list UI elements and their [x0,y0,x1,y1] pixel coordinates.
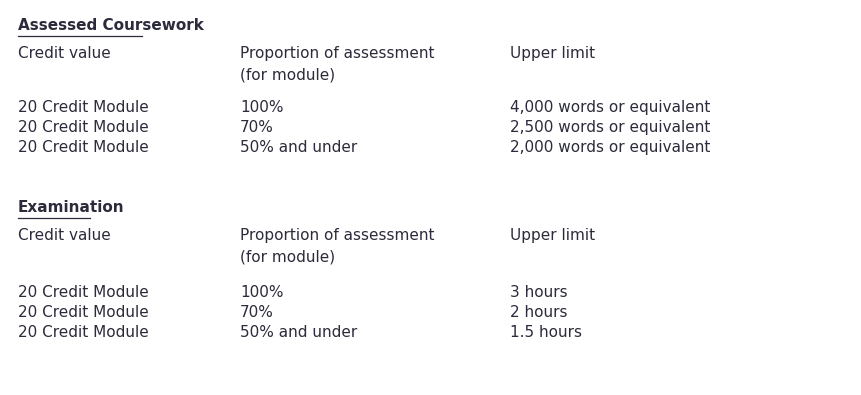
Text: 2,000 words or equivalent: 2,000 words or equivalent [510,140,710,155]
Text: Assessed Coursework: Assessed Coursework [18,18,204,33]
Text: 100%: 100% [240,285,283,300]
Text: Proportion of assessment
(for module): Proportion of assessment (for module) [240,46,435,82]
Text: 70%: 70% [240,120,274,135]
Text: 20 Credit Module: 20 Credit Module [18,285,149,300]
Text: 2 hours: 2 hours [510,305,567,320]
Text: 50% and under: 50% and under [240,140,357,155]
Text: 70%: 70% [240,305,274,320]
Text: Examination: Examination [18,200,125,215]
Text: Credit value: Credit value [18,46,111,61]
Text: 20 Credit Module: 20 Credit Module [18,325,149,340]
Text: 20 Credit Module: 20 Credit Module [18,100,149,115]
Text: Proportion of assessment
(for module): Proportion of assessment (for module) [240,228,435,264]
Text: 1.5 hours: 1.5 hours [510,325,582,340]
Text: 20 Credit Module: 20 Credit Module [18,120,149,135]
Text: 3 hours: 3 hours [510,285,567,300]
Text: 20 Credit Module: 20 Credit Module [18,305,149,320]
Text: 50% and under: 50% and under [240,325,357,340]
Text: 20 Credit Module: 20 Credit Module [18,140,149,155]
Text: 4,000 words or equivalent: 4,000 words or equivalent [510,100,710,115]
Text: 2,500 words or equivalent: 2,500 words or equivalent [510,120,710,135]
Text: Upper limit: Upper limit [510,46,595,61]
Text: 100%: 100% [240,100,283,115]
Text: Credit value: Credit value [18,228,111,243]
Text: Upper limit: Upper limit [510,228,595,243]
